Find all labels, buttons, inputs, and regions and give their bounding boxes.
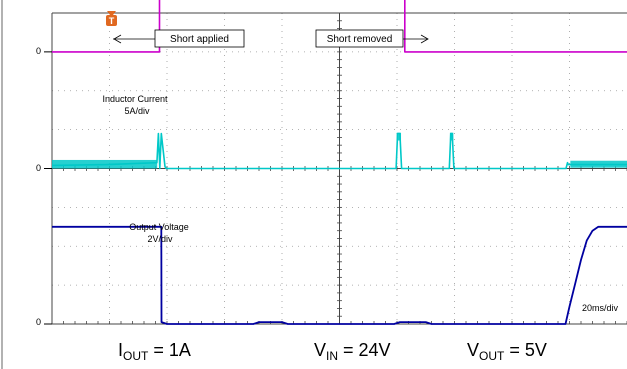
vin-rest: = 24V: [338, 340, 391, 360]
iout-main: I: [118, 340, 123, 360]
inductor-current-scale: 5A/div: [124, 106, 150, 116]
inductor-current-label: Inductor Current: [102, 94, 168, 104]
output-voltage-label: Output Voltage: [129, 222, 189, 232]
trigger-marker: T: [106, 11, 117, 26]
trigger-label: T: [109, 16, 115, 26]
iout-sub: OUT: [123, 349, 149, 363]
short-applied-label: Short applied: [170, 34, 229, 45]
annotation-short-applied: Short applied: [113, 29, 245, 48]
iout-rest: = 1A: [148, 340, 191, 360]
condition-iout: IOUT = 1A: [118, 340, 191, 363]
ground-marker-short-control: 0: [36, 46, 41, 56]
ground-marker-inductor-current: 0: [36, 163, 41, 173]
trigger-arrow: [107, 11, 116, 17]
inductor-pulse-band-1: [396, 132, 402, 141]
ground-marker-output-voltage: 0: [36, 317, 41, 327]
condition-vout: VOUT = 5V: [467, 340, 547, 363]
output-voltage-scale: 2V/div: [147, 234, 173, 244]
short-removed-label: Short removed: [327, 34, 393, 45]
vout-sub: OUT: [479, 349, 505, 363]
condition-vin: VIN = 24V: [314, 340, 391, 363]
trace-short-control: [52, 0, 627, 53]
vin-main: V: [314, 340, 326, 360]
trace-inductor-current: [51, 132, 627, 170]
vin-sub: IN: [326, 349, 338, 363]
trace-output-voltage: [52, 225, 627, 325]
trigger-badge: [106, 15, 117, 26]
waveform-traces: [51, 0, 627, 325]
timebase-label: 20ms/div: [582, 303, 619, 313]
annotation-short-removed: Short removed: [315, 29, 429, 48]
vout-rest: = 5V: [504, 340, 547, 360]
vout-main: V: [467, 340, 479, 360]
